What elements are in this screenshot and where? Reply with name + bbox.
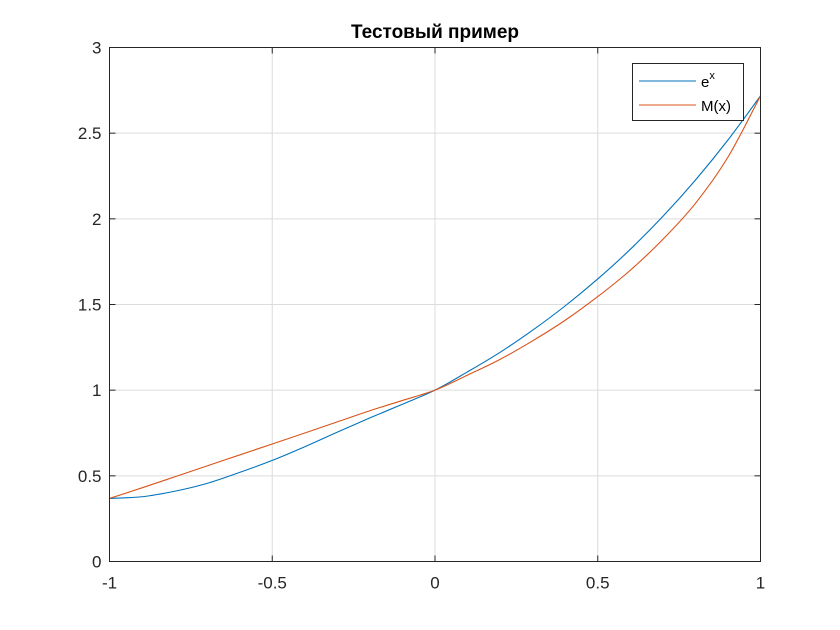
x-tick-label: -1 <box>102 574 117 593</box>
y-tick-label: 3 <box>92 39 101 58</box>
legend-box <box>632 63 744 121</box>
y-tick-label: 1 <box>92 381 101 400</box>
series-line-mx <box>109 95 761 499</box>
legend-label-ex-superscript: x <box>709 70 715 82</box>
grid-lines <box>109 47 761 562</box>
y-tick-label: 0 <box>92 553 101 572</box>
y-tick-label: 2 <box>92 210 101 229</box>
chart-title: Тестовый пример <box>351 22 519 43</box>
y-tick-label: 1.5 <box>78 296 102 315</box>
x-tick-label: -0.5 <box>258 574 287 593</box>
x-tick-label: 0.5 <box>586 574 610 593</box>
y-tick-label: 0.5 <box>78 467 102 486</box>
x-tick-label: 1 <box>756 574 765 593</box>
y-tick-label: 2.5 <box>78 124 102 143</box>
series-lines <box>109 95 761 499</box>
x-tick-label: 0 <box>430 574 439 593</box>
legend-label-ex-base: e <box>701 74 709 91</box>
axis-ticks: -1 -0.5 0 0.5 1 0 0.5 1 1.5 2 2.5 3 <box>78 39 765 593</box>
legend-label-ex: ex <box>701 70 715 91</box>
legend-label-mx: M(x) <box>701 98 731 115</box>
legend: ex M(x) <box>632 63 744 121</box>
